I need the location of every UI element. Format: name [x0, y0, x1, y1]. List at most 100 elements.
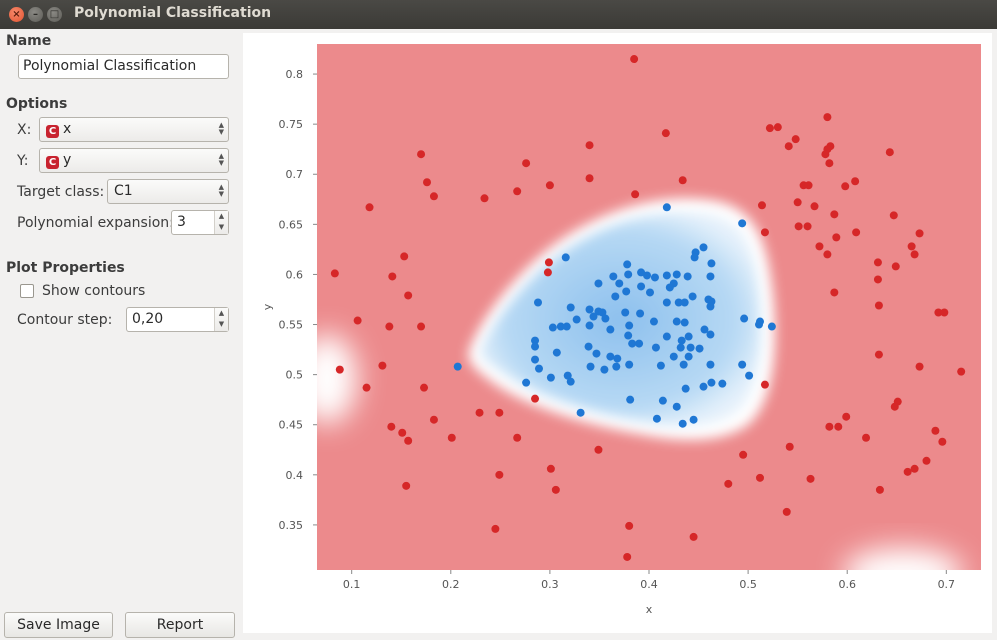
window-title: Polynomial Classification	[74, 5, 271, 21]
name-section-title: Name	[6, 33, 51, 49]
window-minimize-button[interactable]: –	[28, 7, 43, 22]
data-point-blue	[587, 363, 595, 371]
window-close-button[interactable]: ×	[9, 7, 24, 22]
data-point-red	[811, 202, 819, 210]
data-point-red	[631, 190, 639, 198]
data-point-blue	[663, 298, 671, 306]
data-point-red	[385, 323, 393, 331]
x-tick-label: 0.4	[640, 578, 658, 591]
x-tick-label: 0.2	[442, 578, 460, 591]
data-point-red	[623, 553, 631, 561]
data-point-red	[832, 233, 840, 241]
data-point-blue	[585, 343, 593, 351]
data-point-blue	[624, 332, 632, 340]
data-point-red	[430, 192, 438, 200]
y-axis-label: y	[261, 303, 274, 310]
data-point-red	[852, 228, 860, 236]
data-point-blue	[531, 343, 539, 351]
data-point-red	[547, 465, 555, 473]
spin-arrows-icon[interactable]: ▲ ▼	[214, 211, 228, 234]
data-point-blue	[677, 344, 685, 352]
y-tick-label: 0.8	[286, 68, 304, 81]
data-point-red	[625, 522, 633, 530]
data-point-red	[363, 384, 371, 392]
data-point-red	[916, 363, 924, 371]
data-point-blue	[637, 268, 645, 276]
data-point-red	[513, 434, 521, 442]
data-point-red	[761, 381, 769, 389]
data-point-blue	[657, 362, 665, 370]
y-attribute-value: y	[63, 152, 71, 168]
data-point-red	[388, 272, 396, 280]
data-point-red	[876, 486, 884, 494]
data-point-red	[834, 423, 842, 431]
data-point-red	[874, 275, 882, 283]
data-point-blue	[663, 271, 671, 279]
window-maximize-button[interactable]: □	[47, 7, 62, 22]
show-contours-checkbox[interactable]	[20, 284, 34, 298]
data-point-red	[495, 409, 503, 417]
data-point-blue	[625, 322, 633, 330]
data-point-red	[851, 177, 859, 185]
data-point-red	[922, 457, 930, 465]
data-point-red	[545, 258, 553, 266]
contour-step-spinbox[interactable]: 0,20 ▲ ▼	[126, 307, 229, 332]
data-point-red	[815, 242, 823, 250]
data-point-blue	[586, 306, 594, 314]
polynomial-expansion-spinbox[interactable]: 3 ▲ ▼	[171, 210, 229, 235]
data-point-red	[890, 211, 898, 219]
plot-area[interactable]: 0.1 0.2 0.3 0.4 0.5 0.6 0.7 0.35 0.4 0.45 0.5 0.55 0…	[243, 33, 992, 633]
data-point-blue	[659, 397, 667, 405]
data-point-blue	[678, 337, 686, 345]
polynomial-expansion-value: 3	[177, 214, 186, 230]
decision-regions	[297, 44, 981, 598]
data-point-red	[546, 181, 554, 189]
data-point-blue	[562, 253, 570, 261]
data-point-red	[430, 416, 438, 424]
data-point-blue	[682, 385, 690, 393]
region-white-left	[297, 334, 357, 424]
data-point-blue	[606, 353, 614, 361]
report-button[interactable]: Report	[125, 612, 235, 638]
data-point-red	[841, 182, 849, 190]
data-point-blue	[601, 315, 609, 323]
data-point-blue	[650, 318, 658, 326]
data-point-red	[387, 423, 395, 431]
data-point-blue	[522, 379, 530, 387]
data-point-red	[908, 242, 916, 250]
data-point-blue	[652, 344, 660, 352]
data-point-red	[807, 475, 815, 483]
data-point-red	[400, 252, 408, 260]
data-point-blue	[680, 361, 688, 369]
name-input[interactable]: Polynomial Classification	[18, 54, 229, 79]
data-point-blue	[531, 356, 539, 364]
data-point-blue	[768, 323, 776, 331]
data-point-blue	[740, 315, 748, 323]
data-point-red	[420, 384, 428, 392]
scatter-plot[interactable]: 0.1 0.2 0.3 0.4 0.5 0.6 0.7 0.35 0.4 0.45 0.5 0.55 0…	[243, 33, 992, 633]
save-image-button[interactable]: Save Image	[4, 612, 113, 638]
target-class-label: Target class:	[17, 184, 104, 200]
data-point-red	[739, 451, 747, 459]
data-point-red	[911, 465, 919, 473]
data-point-blue	[622, 287, 630, 295]
data-point-blue	[685, 333, 693, 341]
target-class-combo[interactable]: C1 ▲ ▼	[107, 179, 229, 204]
data-point-red	[786, 443, 794, 451]
data-point-blue	[626, 396, 634, 404]
data-point-red	[823, 250, 831, 258]
data-point-red	[552, 486, 560, 494]
data-point-red	[354, 317, 362, 325]
data-point-red	[690, 533, 698, 541]
data-point-blue	[567, 304, 575, 312]
data-point-blue	[615, 279, 623, 287]
y-label: Y:	[17, 153, 28, 169]
categorical-icon: C	[46, 156, 59, 169]
data-point-blue	[624, 270, 632, 278]
data-point-red	[842, 413, 850, 421]
data-point-red	[495, 471, 503, 479]
data-point-red	[366, 203, 374, 211]
spin-arrows-icon[interactable]: ▲ ▼	[214, 308, 228, 331]
